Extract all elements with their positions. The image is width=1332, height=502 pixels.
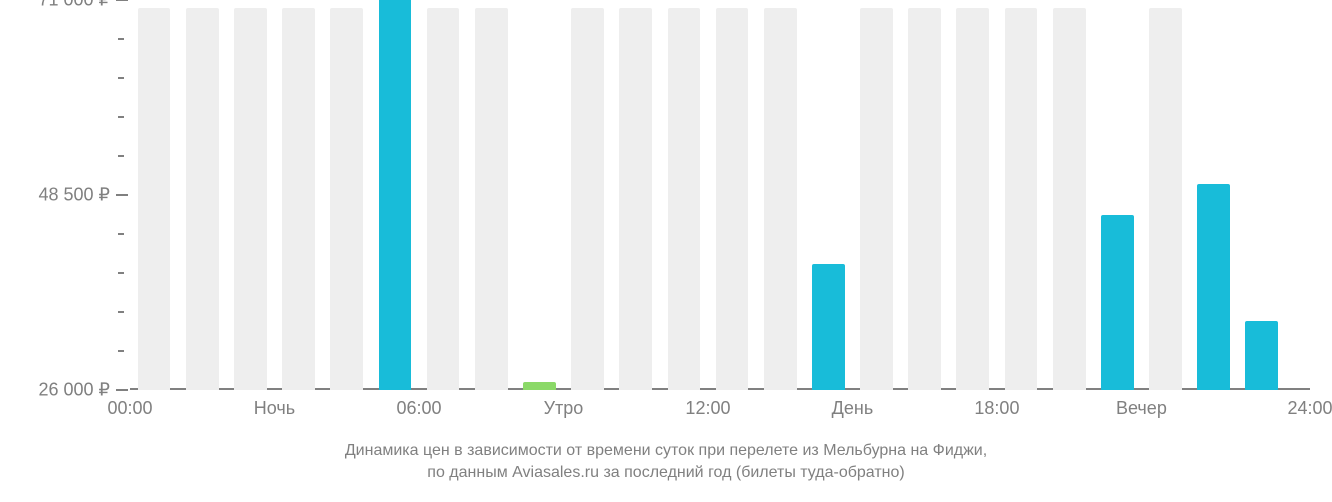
- data-bar: [1245, 321, 1278, 390]
- placeholder-bar: [1053, 8, 1086, 390]
- placeholder-bar: [330, 8, 363, 390]
- placeholder-bar: [138, 8, 171, 390]
- data-bar: [379, 0, 412, 390]
- y-axis-minor-tick: [118, 116, 124, 118]
- y-axis-label: 48 500 ₽: [38, 185, 110, 206]
- placeholder-bar: [716, 8, 749, 390]
- x-axis-label: День: [832, 398, 874, 419]
- y-axis-minor-tick: [118, 77, 124, 79]
- placeholder-bar: [908, 8, 941, 390]
- y-axis-label: 71 000 ₽: [38, 0, 110, 11]
- placeholder-bar: [1005, 8, 1038, 390]
- data-bar: [523, 382, 556, 390]
- y-axis-label: 26 000 ₽: [38, 380, 110, 401]
- y-axis-tick: [116, 389, 128, 391]
- caption-line-2: по данным Aviasales.ru за последний год …: [0, 462, 1332, 484]
- y-axis-minor-tick: [118, 155, 124, 157]
- y-axis-tick: [116, 194, 128, 196]
- y-axis-tick: [116, 0, 128, 1]
- y-axis-minor-tick: [118, 311, 124, 313]
- x-axis-label: 18:00: [974, 398, 1019, 419]
- x-axis-label: 00:00: [107, 398, 152, 419]
- placeholder-bar: [282, 8, 315, 390]
- placeholder-bar: [475, 8, 508, 390]
- plot-area: [130, 0, 1310, 390]
- y-axis-minor-tick: [118, 233, 124, 235]
- y-axis-minor-tick: [118, 272, 124, 274]
- caption-line-1: Динамика цен в зависимости от времени су…: [0, 440, 1332, 462]
- placeholder-bar: [186, 8, 219, 390]
- placeholder-bar: [860, 8, 893, 390]
- placeholder-bar: [619, 8, 652, 390]
- price-by-hour-chart: 71 000 ₽ 48 500 ₽ 26 000 ₽ 00:00 Ночь 06:00 У…: [0, 0, 1332, 502]
- x-axis-label: 06:00: [396, 398, 441, 419]
- placeholder-bar: [764, 8, 797, 390]
- placeholder-bar: [427, 8, 460, 390]
- chart-caption: Динамика цен в зависимости от времени су…: [0, 440, 1332, 485]
- data-bar: [812, 264, 845, 390]
- data-bar: [1197, 184, 1230, 390]
- x-axis: 00:00Ночь06:00Утро12:00День18:00Вечер24:…: [130, 398, 1310, 428]
- y-axis: 71 000 ₽48 500 ₽26 000 ₽: [0, 0, 110, 390]
- placeholder-bar: [571, 8, 604, 390]
- x-axis-label: Утро: [544, 398, 584, 419]
- x-axis-label: Ночь: [254, 398, 295, 419]
- x-axis-label: 24:00: [1287, 398, 1332, 419]
- placeholder-bar: [1149, 8, 1182, 390]
- x-axis-label: Вечер: [1116, 398, 1167, 419]
- x-axis-label: 12:00: [685, 398, 730, 419]
- y-axis-minor-tick: [118, 350, 124, 352]
- y-axis-minor-tick: [118, 38, 124, 40]
- placeholder-bar: [234, 8, 267, 390]
- data-bar: [1101, 215, 1134, 390]
- placeholder-bar: [668, 8, 701, 390]
- placeholder-bar: [956, 8, 989, 390]
